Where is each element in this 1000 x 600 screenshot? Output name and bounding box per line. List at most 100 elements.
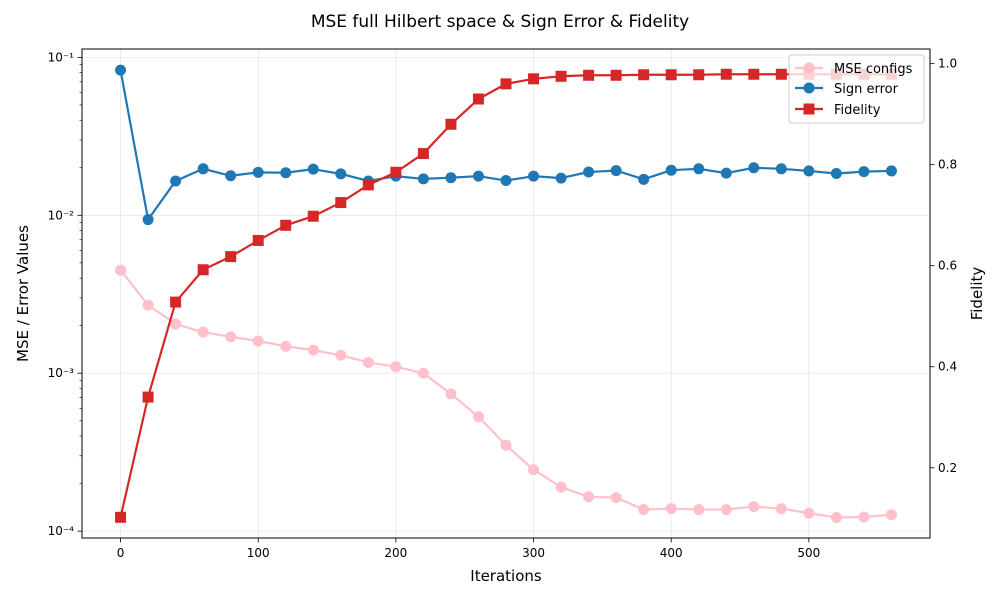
- data-point-sign-error: [775, 163, 787, 175]
- data-point-sign-error: [583, 166, 595, 178]
- data-point-mse-configs: [858, 511, 870, 523]
- data-point-sign-error: [748, 162, 760, 174]
- data-point-mse-configs: [197, 326, 209, 338]
- legend-item-fidelity: Fidelity: [795, 103, 881, 118]
- data-point-sign-error: [142, 214, 154, 226]
- x-tick-label: 300: [522, 546, 545, 560]
- y-right-tick-label: 1.0: [938, 57, 957, 71]
- data-point-sign-error: [858, 166, 870, 178]
- series-sign-error: [115, 64, 897, 226]
- data-point-fidelity: [472, 93, 484, 105]
- data-point-fidelity: [335, 197, 347, 209]
- data-point-sign-error: [665, 164, 677, 176]
- y-left-tick-label: 10⁻³: [48, 366, 75, 380]
- series-fidelity: [115, 68, 897, 523]
- legend-label-mse-configs: MSE configs: [834, 62, 913, 77]
- x-axis-title: Iterations: [470, 567, 542, 585]
- axes: 0 100 200 300 400 500 10⁻⁴ 10⁻³ 10⁻² 10⁻¹ 0.2 0.4 0.…: [48, 50, 958, 560]
- data-point-sign-error: [307, 163, 319, 175]
- x-tick-label: 100: [247, 546, 270, 560]
- data-point-fidelity: [748, 68, 760, 80]
- legend-item-mse-configs: MSE configs: [795, 62, 913, 77]
- data-point-sign-error: [225, 170, 237, 182]
- data-point-sign-error: [720, 167, 732, 179]
- data-point-mse-configs: [638, 504, 650, 516]
- x-tick-label: 400: [660, 546, 683, 560]
- data-point-fidelity: [390, 166, 402, 178]
- data-point-mse-configs: [280, 340, 292, 352]
- data-point-fidelity: [500, 78, 512, 90]
- data-point-fidelity: [225, 251, 237, 263]
- data-point-mse-configs: [115, 264, 127, 276]
- y-axis-right-title: Fidelity: [968, 267, 986, 321]
- data-point-sign-error: [280, 167, 292, 179]
- data-point-mse-configs: [885, 509, 897, 521]
- data-point-sign-error: [638, 173, 650, 185]
- data-point-mse-configs: [225, 331, 237, 343]
- data-point-fidelity: [555, 70, 567, 82]
- y-right-tick-label: 0.6: [938, 259, 957, 273]
- legend-label-sign-error: Sign error: [834, 82, 899, 97]
- data-point-fidelity: [115, 511, 127, 523]
- data-point-sign-error: [252, 166, 264, 178]
- data-point-sign-error: [445, 172, 457, 184]
- x-tick-label: 0: [117, 546, 125, 560]
- y-right-tick-label: 0.2: [938, 461, 957, 475]
- data-point-mse-configs: [583, 491, 595, 503]
- data-point-fidelity: [197, 264, 209, 276]
- series-line-sign-error: [119, 69, 892, 221]
- data-point-mse-configs: [528, 464, 540, 476]
- data-point-fidelity: [693, 69, 705, 81]
- y-left-tick-label: 10⁻⁴: [48, 524, 75, 538]
- legend-box: [788, 54, 925, 124]
- data-point-fidelity: [775, 68, 787, 80]
- data-point-mse-configs: [390, 361, 402, 373]
- data-point-mse-configs: [417, 367, 429, 379]
- data-point-sign-error: [555, 172, 567, 184]
- data-point-fidelity: [445, 118, 457, 130]
- data-point-fidelity: [528, 73, 540, 85]
- data-point-fidelity: [665, 69, 677, 81]
- data-point-fidelity: [307, 210, 319, 222]
- data-point-fidelity: [252, 234, 264, 246]
- data-point-mse-configs: [830, 512, 842, 524]
- data-point-mse-configs: [665, 503, 677, 515]
- data-point-sign-error: [803, 165, 815, 177]
- legend-label-fidelity: Fidelity: [834, 103, 881, 118]
- data-point-mse-configs: [500, 439, 512, 451]
- data-point-fidelity: [417, 148, 429, 160]
- series-line-fidelity: [119, 73, 892, 518]
- series-mse-configs: [115, 264, 897, 524]
- data-point-mse-configs: [555, 481, 567, 493]
- data-point-sign-error: [610, 165, 622, 177]
- data-point-sign-error: [197, 163, 209, 175]
- y-right-tick-label: 0.8: [938, 158, 957, 172]
- data-point-mse-configs: [803, 507, 815, 519]
- data-point-mse-configs: [720, 504, 732, 516]
- data-point-mse-configs: [610, 492, 622, 504]
- data-point-mse-configs: [142, 299, 154, 311]
- x-tick-label: 200: [384, 546, 407, 560]
- data-point-mse-configs: [775, 503, 787, 515]
- data-point-mse-configs: [693, 504, 705, 516]
- data-point-sign-error: [830, 167, 842, 179]
- data-point-sign-error: [115, 64, 127, 76]
- series-layer: [115, 64, 897, 524]
- data-point-sign-error: [500, 175, 512, 187]
- data-point-mse-configs: [252, 335, 264, 347]
- data-point-fidelity: [170, 296, 182, 308]
- legend-item-sign-error: Sign error: [795, 82, 899, 97]
- series-line-mse-configs: [119, 269, 892, 519]
- data-point-sign-error: [335, 168, 347, 180]
- data-point-fidelity: [638, 69, 650, 81]
- data-point-mse-configs: [445, 388, 457, 400]
- data-point-mse-configs: [748, 501, 760, 513]
- data-point-sign-error: [885, 165, 897, 177]
- data-point-mse-configs: [307, 344, 319, 356]
- data-point-sign-error: [472, 170, 484, 182]
- data-point-fidelity: [583, 69, 595, 81]
- data-point-fidelity: [362, 179, 374, 191]
- data-point-fidelity: [280, 219, 292, 231]
- y-right-tick-label: 0.4: [938, 360, 957, 374]
- y-left-tick-label: 10⁻²: [48, 208, 75, 222]
